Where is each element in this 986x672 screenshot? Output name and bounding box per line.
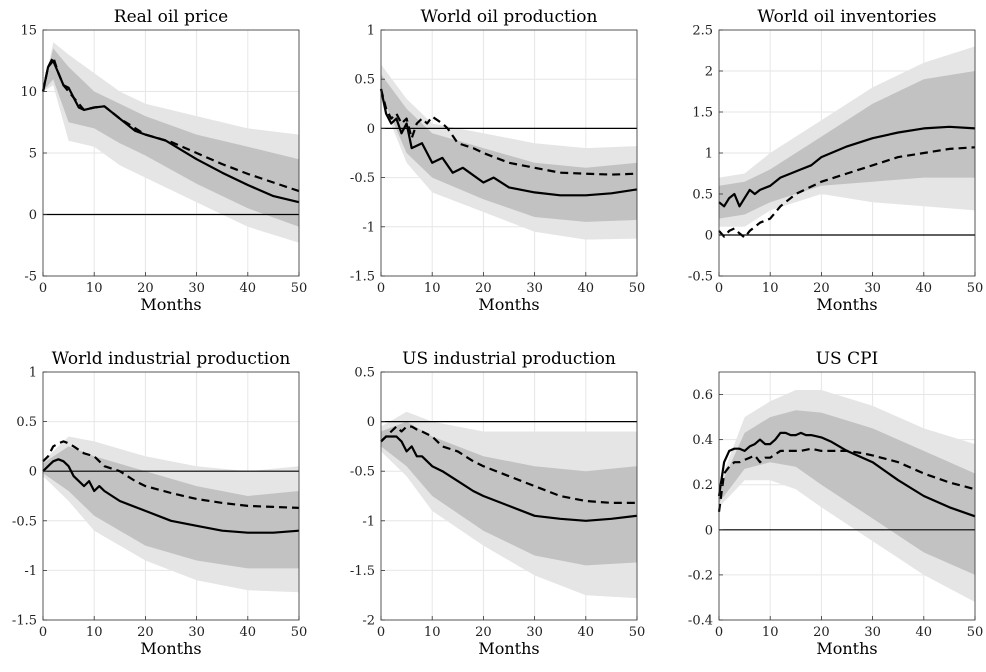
y-tick-label: -1	[362, 514, 375, 529]
x-tick-label: 10	[424, 281, 441, 296]
y-tick-label: -0.2	[688, 568, 713, 583]
panel-6: 0 10 20 30 40 50 -0.4 -0.2 0 0.2 0.4 0.6 US CPI Month…	[688, 349, 983, 658]
y-tick-label: -5	[24, 270, 37, 285]
x-tick-label: 50	[291, 281, 308, 296]
x-tick-label: 20	[137, 625, 154, 640]
y-tick-label: 0	[29, 208, 37, 223]
x-tick-label: 0	[39, 625, 47, 640]
y-tick-label: 0	[705, 523, 713, 538]
y-tick-label: 2.5	[692, 24, 713, 39]
x-tick-label: 40	[240, 625, 257, 640]
y-tick-label: -1	[362, 220, 375, 235]
panel-title: World oil inventories	[757, 7, 936, 27]
panel-4: 0 10 20 30 40 50 -1.5 -1 -0.5 0 0.5 1 World industri…	[12, 349, 307, 658]
y-tick-label: 0.5	[354, 366, 375, 381]
x-tick-label: 20	[475, 625, 492, 640]
panel-title: Real oil price	[114, 7, 228, 27]
y-tick-label: 0.5	[354, 73, 375, 88]
x-tick-label: 10	[762, 625, 779, 640]
x-tick-label: 30	[526, 281, 543, 296]
x-tick-label: 30	[864, 281, 881, 296]
y-tick-label: -0.5	[688, 270, 713, 285]
x-tick-label: 40	[916, 625, 933, 640]
y-tick-label: 0.5	[16, 415, 37, 430]
x-tick-label: 10	[86, 625, 103, 640]
y-tick-label: 0.5	[692, 188, 713, 203]
y-tick-label: 1	[367, 24, 375, 39]
x-tick-label: 40	[240, 281, 257, 296]
x-tick-label: 0	[39, 281, 47, 296]
y-tick-label: -1.5	[12, 614, 37, 629]
y-tick-label: 0.4	[692, 433, 713, 448]
y-tick-label: -0.5	[350, 465, 375, 480]
y-tick-label: 10	[20, 85, 37, 100]
panel-title: World industrial production	[52, 349, 291, 369]
panel-2: 0 10 20 30 40 50 -1.5 -1 -0.5 0 0.5 1 World oil prod…	[350, 7, 645, 314]
y-tick-label: -1.5	[350, 564, 375, 579]
x-tick-label: 20	[813, 281, 830, 296]
y-tick-label: 1	[705, 147, 713, 162]
x-tick-label: 30	[188, 625, 205, 640]
x-axis-label: Months	[816, 295, 877, 314]
x-tick-label: 0	[377, 625, 385, 640]
x-tick-label: 50	[291, 625, 308, 640]
x-tick-label: 0	[377, 281, 385, 296]
y-tick-label: -0.5	[12, 514, 37, 529]
x-tick-label: 10	[762, 281, 779, 296]
x-tick-label: 30	[526, 625, 543, 640]
y-tick-label: 0	[29, 465, 37, 480]
y-tick-label: 2	[705, 65, 713, 80]
panel-5: 0 10 20 30 40 50 -2 -1.5 -1 -0.5 0 0.5 US industrial…	[350, 349, 645, 658]
x-tick-label: 10	[86, 281, 103, 296]
x-tick-label: 0	[715, 281, 723, 296]
y-tick-label: -1	[24, 564, 37, 579]
x-tick-label: 30	[864, 625, 881, 640]
y-tick-label: 0	[705, 229, 713, 244]
y-tick-label: 5	[29, 147, 37, 162]
y-tick-label: -0.4	[688, 614, 713, 629]
x-tick-label: 30	[188, 281, 205, 296]
x-tick-label: 20	[813, 625, 830, 640]
panel-title: World oil production	[421, 7, 598, 27]
x-tick-label: 40	[578, 281, 595, 296]
y-tick-label: -1.5	[350, 270, 375, 285]
y-tick-label: 15	[20, 24, 37, 39]
x-axis-label: Months	[478, 639, 539, 658]
x-axis-label: Months	[478, 295, 539, 314]
x-tick-label: 20	[137, 281, 154, 296]
x-tick-label: 50	[629, 625, 646, 640]
y-tick-label: 0	[367, 415, 375, 430]
x-tick-label: 50	[967, 281, 984, 296]
y-tick-label: 1.5	[692, 106, 713, 121]
x-tick-label: 20	[475, 281, 492, 296]
x-axis-label: Months	[140, 639, 201, 658]
x-tick-label: 40	[578, 625, 595, 640]
y-tick-label: 0	[367, 122, 375, 137]
y-tick-label: 0.6	[692, 388, 713, 403]
panel-title: US industrial production	[402, 349, 616, 369]
y-tick-label: -0.5	[350, 171, 375, 186]
y-tick-label: -2	[362, 614, 375, 629]
x-tick-label: 50	[967, 625, 984, 640]
y-tick-label: 0.2	[692, 478, 713, 493]
x-tick-label: 10	[424, 625, 441, 640]
x-tick-label: 50	[629, 281, 646, 296]
x-tick-label: 40	[916, 281, 933, 296]
x-axis-label: Months	[140, 295, 201, 314]
y-tick-label: 1	[29, 366, 37, 381]
x-tick-label: 0	[715, 625, 723, 640]
x-axis-label: Months	[816, 639, 877, 658]
panel-title: US CPI	[816, 349, 879, 369]
